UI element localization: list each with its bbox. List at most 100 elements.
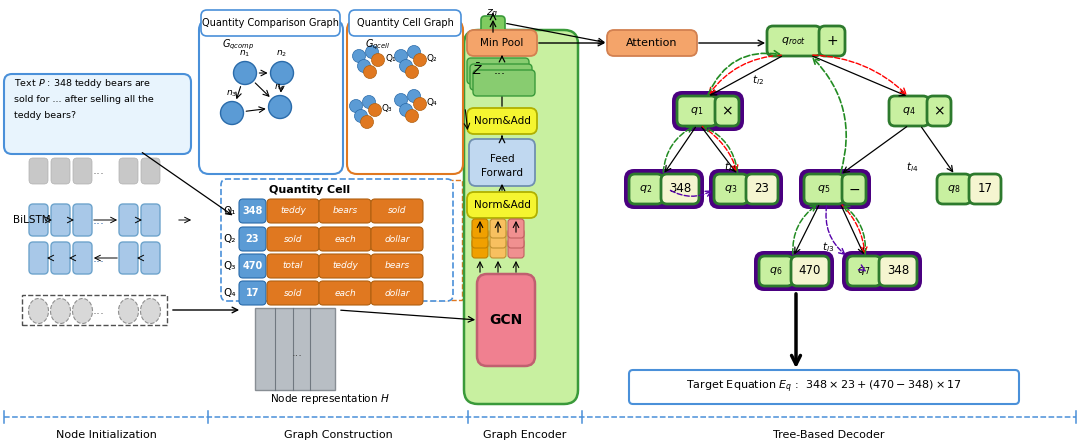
FancyBboxPatch shape	[319, 199, 372, 223]
Text: $n_2$: $n_2$	[276, 49, 287, 59]
Text: $G_{qcomp}$: $G_{qcomp}$	[222, 38, 255, 52]
FancyBboxPatch shape	[799, 169, 870, 209]
Text: +: +	[826, 34, 838, 48]
FancyBboxPatch shape	[969, 174, 1001, 204]
FancyBboxPatch shape	[677, 96, 717, 126]
FancyBboxPatch shape	[4, 74, 191, 154]
FancyBboxPatch shape	[469, 139, 535, 186]
Text: $t_{l1}$: $t_{l1}$	[724, 160, 737, 174]
FancyBboxPatch shape	[29, 204, 48, 236]
Text: 17: 17	[246, 288, 259, 298]
Circle shape	[414, 97, 427, 110]
FancyBboxPatch shape	[141, 242, 160, 274]
Text: 470: 470	[799, 264, 821, 278]
FancyBboxPatch shape	[201, 10, 340, 36]
Text: ...: ...	[292, 348, 302, 358]
FancyBboxPatch shape	[889, 96, 929, 126]
Text: $\times$: $\times$	[721, 104, 733, 118]
Ellipse shape	[140, 299, 161, 324]
Text: sold: sold	[284, 288, 302, 298]
Text: ...: ...	[93, 165, 105, 178]
FancyBboxPatch shape	[842, 251, 922, 291]
FancyBboxPatch shape	[349, 10, 461, 36]
Text: 348: 348	[887, 264, 909, 278]
Text: Text $P$ : 348 teddy bears are: Text $P$ : 348 teddy bears are	[14, 77, 151, 89]
Text: each: each	[334, 235, 356, 243]
Circle shape	[350, 100, 363, 113]
FancyBboxPatch shape	[470, 64, 532, 90]
Text: bears: bears	[384, 262, 409, 271]
Ellipse shape	[72, 299, 93, 324]
FancyBboxPatch shape	[473, 70, 535, 96]
Text: 470: 470	[242, 261, 262, 271]
FancyBboxPatch shape	[879, 256, 917, 286]
FancyBboxPatch shape	[119, 158, 138, 184]
FancyBboxPatch shape	[490, 229, 507, 248]
Circle shape	[400, 60, 413, 73]
FancyBboxPatch shape	[73, 158, 92, 184]
Text: Q₂: Q₂	[427, 53, 437, 62]
Text: $q_6$: $q_6$	[769, 265, 783, 277]
Text: $q_4$: $q_4$	[902, 105, 916, 117]
Text: Q₄: Q₄	[224, 288, 237, 298]
FancyBboxPatch shape	[73, 242, 92, 274]
FancyBboxPatch shape	[29, 158, 48, 184]
Text: Q₂: Q₂	[224, 234, 237, 244]
Bar	[22, 295, 167, 325]
Circle shape	[354, 109, 367, 122]
FancyBboxPatch shape	[791, 256, 829, 286]
Circle shape	[407, 89, 420, 102]
Text: Quantity Cell Graph: Quantity Cell Graph	[356, 18, 454, 28]
FancyBboxPatch shape	[477, 274, 535, 366]
FancyBboxPatch shape	[715, 96, 739, 126]
Text: Q₄: Q₄	[427, 97, 437, 106]
Text: Graph Construction: Graph Construction	[284, 430, 392, 440]
FancyBboxPatch shape	[319, 281, 372, 305]
Text: $q_2$: $q_2$	[639, 183, 652, 195]
Text: $q_3$: $q_3$	[725, 183, 738, 195]
Text: bears: bears	[333, 206, 357, 215]
Circle shape	[372, 53, 384, 66]
Circle shape	[405, 65, 418, 78]
FancyBboxPatch shape	[661, 174, 699, 204]
Text: Target Equation $E_q$ :  $348\times23+(470-348)\times17$: Target Equation $E_q$ : $348\times23+(47…	[686, 379, 962, 395]
FancyBboxPatch shape	[607, 30, 697, 56]
Text: $q_7$: $q_7$	[858, 265, 870, 277]
FancyBboxPatch shape	[467, 30, 537, 56]
Ellipse shape	[119, 299, 138, 324]
FancyBboxPatch shape	[51, 204, 70, 236]
Text: sold: sold	[284, 235, 302, 243]
FancyBboxPatch shape	[472, 229, 488, 248]
Circle shape	[394, 49, 407, 62]
Text: $n_4$: $n_4$	[274, 83, 286, 93]
Text: $t_{l4}$: $t_{l4}$	[906, 160, 918, 174]
Text: sold for ... after selling all the: sold for ... after selling all the	[14, 94, 153, 104]
Text: $q_5$: $q_5$	[818, 183, 831, 195]
FancyBboxPatch shape	[819, 26, 845, 56]
FancyBboxPatch shape	[467, 192, 537, 218]
Text: 17: 17	[977, 182, 993, 195]
Circle shape	[270, 61, 294, 85]
Text: teddy: teddy	[280, 206, 306, 215]
FancyBboxPatch shape	[746, 174, 778, 204]
FancyBboxPatch shape	[937, 174, 971, 204]
Text: $G_{qcell}$: $G_{qcell}$	[365, 38, 391, 52]
FancyBboxPatch shape	[629, 174, 663, 204]
FancyBboxPatch shape	[467, 108, 537, 134]
FancyBboxPatch shape	[472, 219, 488, 238]
Text: teddy: teddy	[332, 262, 357, 271]
Text: Node Initialization: Node Initialization	[55, 430, 157, 440]
Circle shape	[414, 53, 427, 66]
FancyBboxPatch shape	[624, 169, 704, 209]
Text: Q₃: Q₃	[224, 261, 237, 271]
FancyBboxPatch shape	[708, 169, 783, 209]
FancyBboxPatch shape	[372, 254, 423, 278]
Text: 348: 348	[669, 182, 691, 195]
FancyBboxPatch shape	[199, 20, 343, 174]
Text: Quantity Cell: Quantity Cell	[269, 185, 351, 195]
Text: Norm&Add: Norm&Add	[473, 116, 530, 126]
Text: total: total	[283, 262, 303, 271]
FancyBboxPatch shape	[464, 30, 578, 404]
Text: $t_{l2}$: $t_{l2}$	[752, 73, 764, 87]
Circle shape	[365, 45, 378, 58]
